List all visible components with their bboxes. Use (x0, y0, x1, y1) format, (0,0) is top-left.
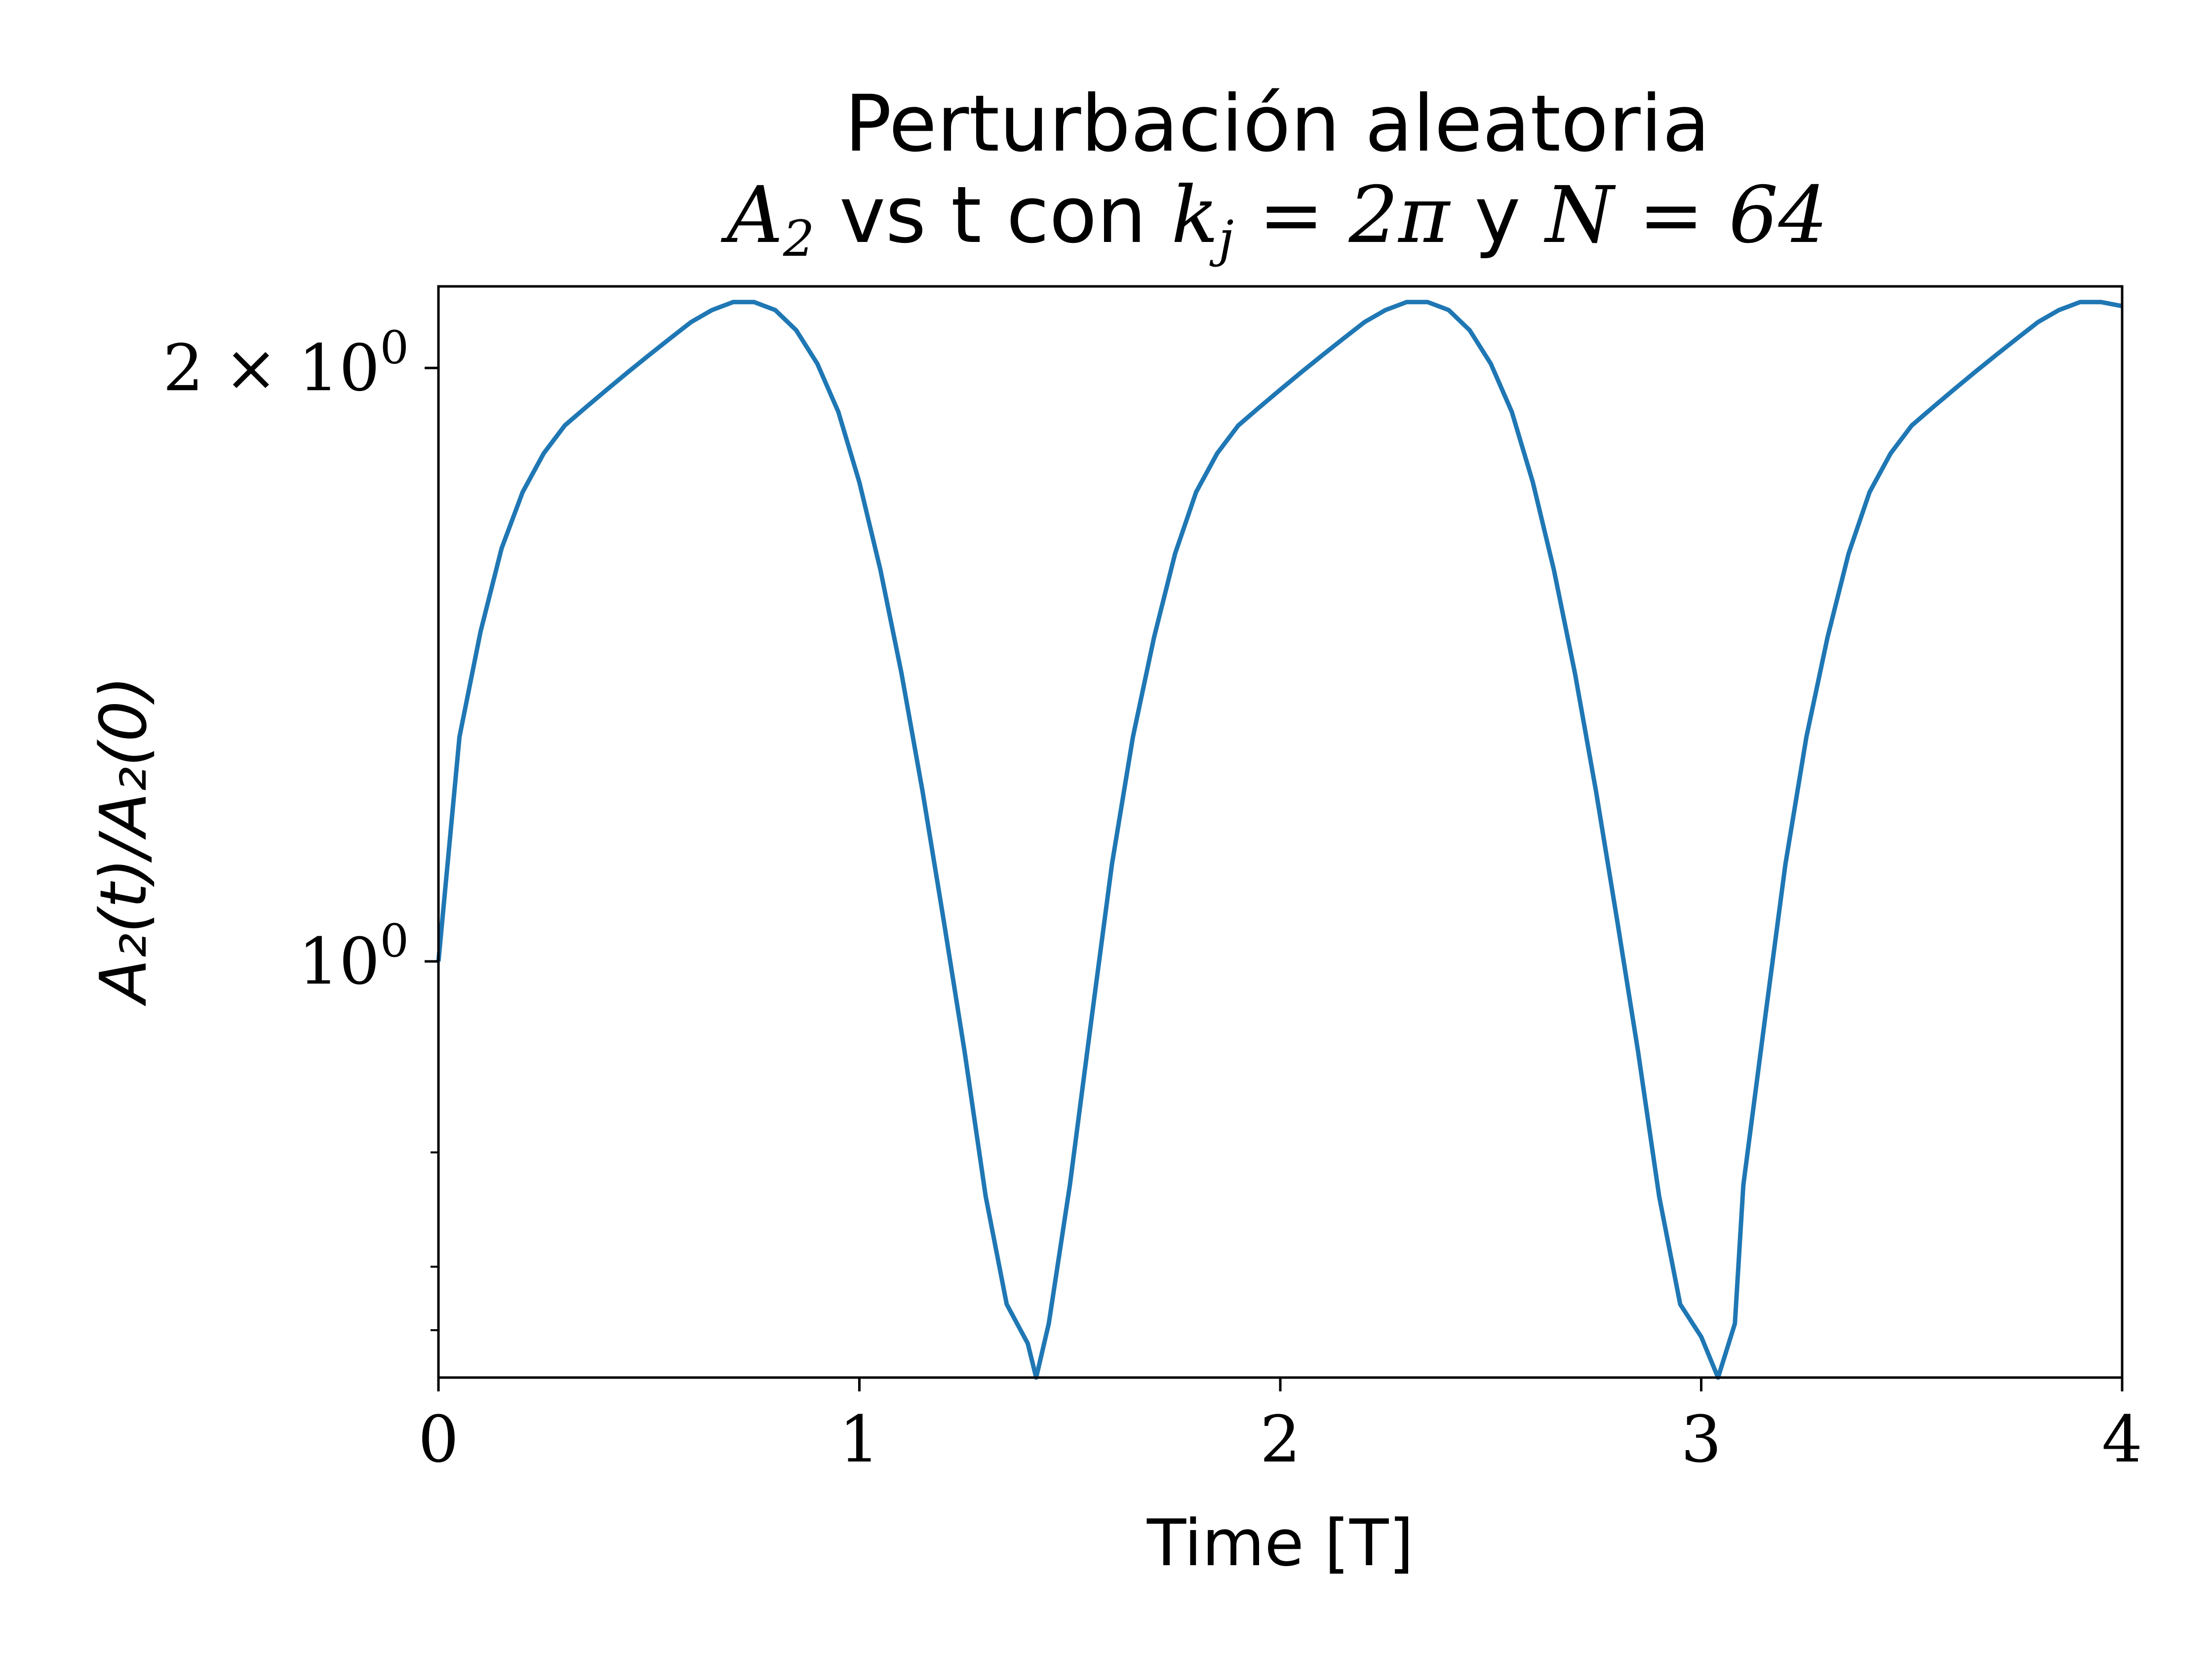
axes-frame (437, 285, 2124, 1379)
x-axis-label: Time [T] (1146, 1505, 1414, 1580)
y-tick-label-1: 2 × 100 (163, 321, 409, 405)
chart-subtitle: A2 vs t con kj = 2π y N = 64 (720, 170, 1828, 268)
y-tick-label-0: 100 (298, 914, 409, 999)
plot-layer (436, 300, 2123, 1380)
subtitle-k: k (1171, 170, 1219, 261)
subtitle-eq1: = 2π (1234, 170, 1451, 261)
subtitle-a2-sub: 2 (783, 210, 815, 268)
subtitle-eq2: = 64 (1614, 170, 1828, 261)
x-tick-label-4: 4 (2102, 1402, 2143, 1477)
tick-layer: 0 1 2 3 4 100 2 × 100 (163, 321, 2143, 1477)
subtitle-mid: vs t con (815, 170, 1171, 261)
y-axis-label: A₂(t)/A₂(0) (86, 676, 161, 1006)
series-line-0 (436, 300, 2123, 1380)
subtitle-a2: A (720, 170, 783, 261)
chart-title: Perturbación aleatoria (845, 79, 1710, 169)
x-tick-label-1: 1 (839, 1402, 880, 1477)
x-tick-label-2: 2 (1260, 1402, 1301, 1477)
subtitle-n: N (1543, 170, 1616, 261)
x-tick-label-0: 0 (418, 1402, 459, 1477)
x-tick-label-3: 3 (1681, 1402, 1722, 1477)
subtitle-y: y (1450, 170, 1545, 261)
